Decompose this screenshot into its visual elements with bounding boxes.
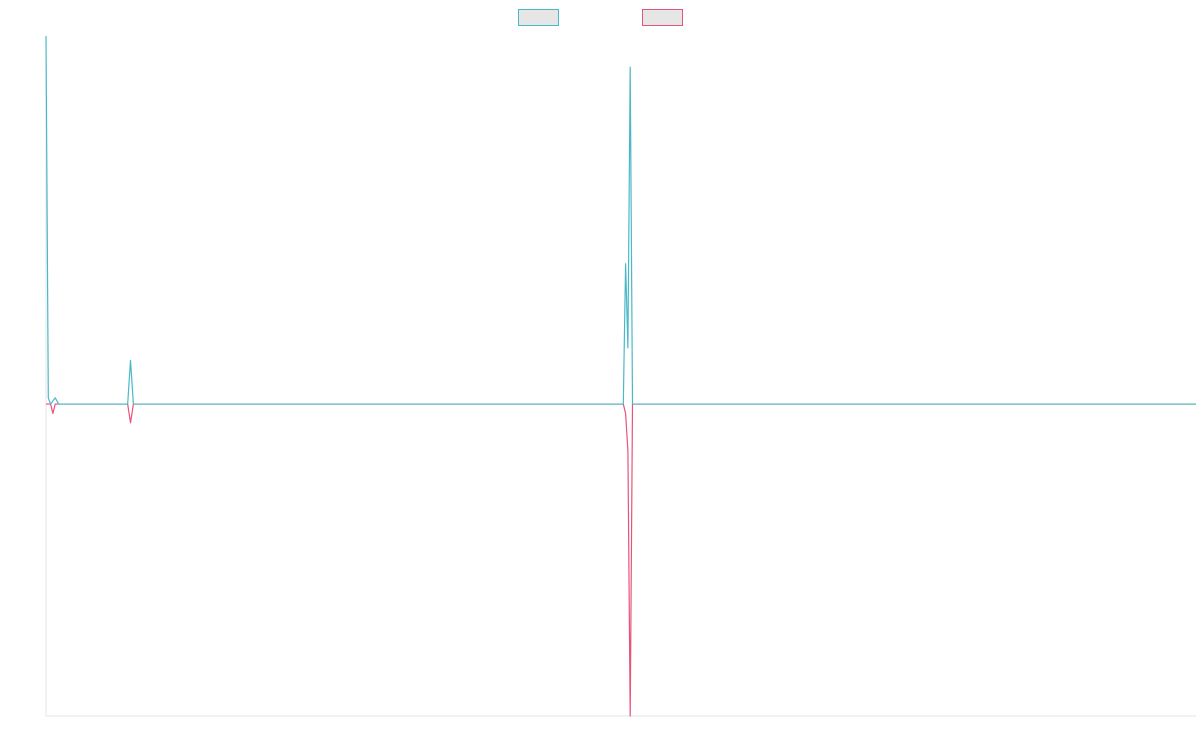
- series-line-1: [45, 35, 1196, 405]
- series-line-2: [46, 403, 1196, 717]
- axes: [45, 36, 1196, 717]
- series-layer: [45, 35, 1196, 717]
- legend-swatch-2[interactable]: [642, 9, 683, 26]
- legend: [518, 9, 683, 26]
- legend-swatch-1[interactable]: [518, 9, 559, 26]
